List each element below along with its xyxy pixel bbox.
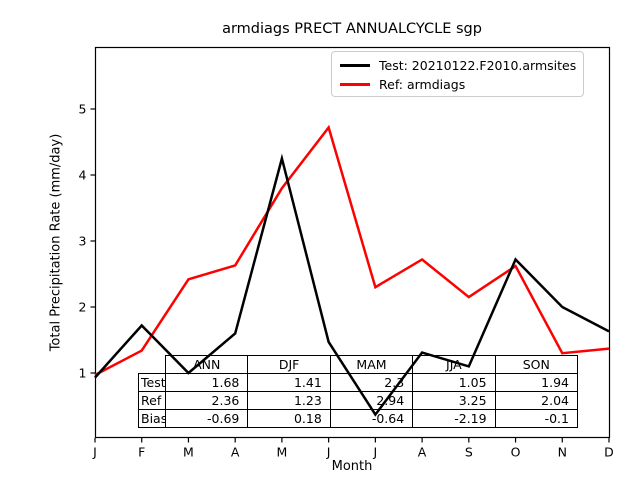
x-axis-label: Month: [331, 459, 373, 474]
table-header-cell: SON: [494, 355, 578, 374]
y-axis-label: Total Precipitation Rate (mm/day): [48, 133, 64, 352]
table-cell: 2.04: [494, 391, 578, 410]
table-cell: 1.23: [247, 391, 331, 410]
series-line-1: [94, 124, 610, 377]
x-tick-label: M: [277, 445, 288, 460]
x-tick-label: J: [92, 445, 97, 460]
table-cell: 2.36: [165, 391, 249, 410]
test-line-swatch: [340, 64, 370, 67]
table-header-cell: DJF: [247, 355, 331, 374]
ref-line-swatch: [340, 83, 370, 86]
legend-entry-ref: Ref: armdiags: [340, 75, 583, 94]
table-cell: -0.69: [165, 409, 249, 428]
y-tick-label: 2: [79, 299, 87, 314]
x-tick-label: D: [604, 445, 614, 460]
x-tick-label: J: [373, 445, 378, 460]
legend-entry-test: Test: 20210122.F2010.armsites: [340, 56, 583, 75]
x-tick-label: M: [183, 445, 194, 460]
table-cell: 3.25: [412, 391, 496, 410]
table-row-label: Bias: [138, 409, 166, 428]
table-cell: 1.05: [412, 373, 496, 392]
x-tick-label: F: [138, 445, 145, 460]
x-tick-label: S: [465, 445, 473, 460]
stats-table: ANN DJF MAM JJA SON Test 1.68 1.41 2.3 1.05 1.94 Re…: [138, 355, 579, 429]
table-header-cell: ANN: [165, 355, 249, 374]
x-tick-label: N: [558, 445, 567, 460]
x-tick-label: J: [326, 445, 331, 460]
table-header-cell: JJA: [412, 355, 496, 374]
y-tick-label: 1: [79, 365, 87, 380]
legend-label-ref: Ref: armdiags: [379, 77, 466, 92]
table-cell: -0.1: [494, 409, 578, 428]
table-cell: 1.41: [247, 373, 331, 392]
table-cell: 2.94: [329, 391, 414, 410]
x-tick-label: A: [418, 445, 427, 460]
chart-title: armdiags PRECT ANNUALCYCLE sgp: [222, 21, 482, 37]
x-tick-label: A: [231, 445, 240, 460]
legend-label-test: Test: 20210122.F2010.armsites: [379, 58, 577, 73]
legend: Test: 20210122.F2010.armsites Ref: armdi…: [331, 51, 584, 97]
x-tick-label: O: [511, 445, 521, 460]
table-cell: -2.19: [412, 409, 496, 428]
y-tick-label: 4: [79, 167, 87, 182]
table-cell: 2.3: [329, 373, 414, 392]
y-tick-label: 3: [79, 233, 87, 248]
table-cell: -0.64: [329, 409, 414, 428]
table-row-label: Ref: [138, 391, 166, 410]
table-row-label: Test: [138, 373, 166, 392]
table-cell: 1.94: [494, 373, 578, 392]
table-header-cell: MAM: [329, 355, 414, 374]
y-tick-label: 5: [79, 101, 87, 116]
table-cell: 0.18: [247, 409, 331, 428]
table-cell: 1.68: [165, 373, 249, 392]
